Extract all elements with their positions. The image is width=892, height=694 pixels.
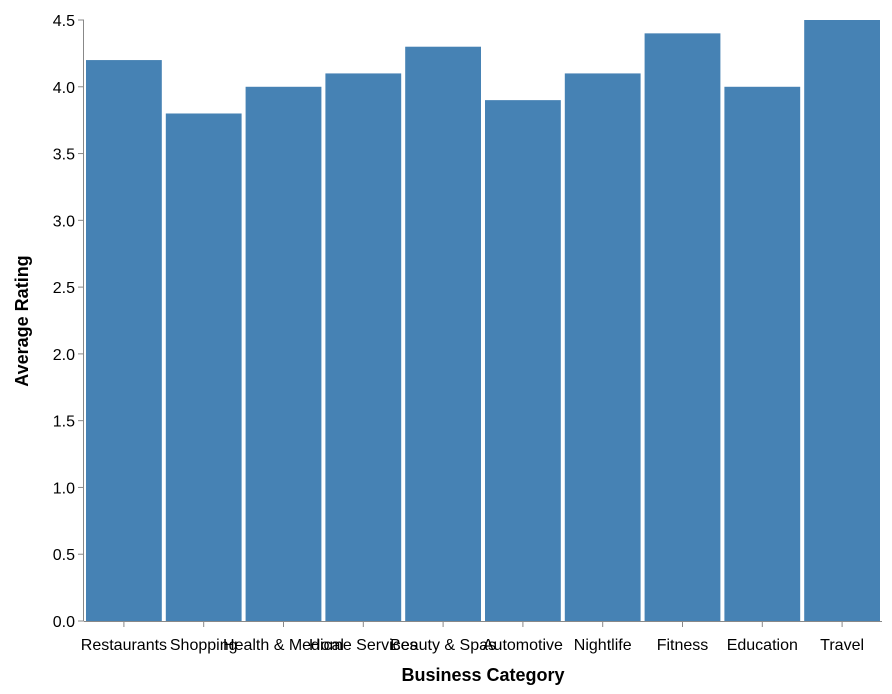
y-tick-label-5: 2.5 xyxy=(53,280,75,297)
bar-1 xyxy=(165,113,242,621)
x-tick-label-3: Home Services xyxy=(309,637,417,654)
x-tick-label-4: Beauty & Spas xyxy=(390,637,496,654)
x-tick-label-8: Education xyxy=(727,637,798,654)
bar-0 xyxy=(86,60,162,622)
y-tick-label-8: 4.0 xyxy=(53,80,75,97)
y-tick-label-1: 0.5 xyxy=(53,547,75,564)
y-axis: 0.0 0.5 1.0 1.5 2.0 2.5 3.0 3.5 4.0 4.5 xyxy=(53,13,84,631)
y-tick-label-6: 3.0 xyxy=(53,213,75,230)
y-tick-label-3: 1.5 xyxy=(53,414,75,431)
x-tick-label-5: Automotive xyxy=(483,637,563,654)
y-tick-label-0: 0.0 xyxy=(53,614,75,631)
x-tick-label-1: Shopping xyxy=(170,637,238,654)
y-tick-label-9: 4.5 xyxy=(53,13,75,30)
y-tick-label-2: 1.0 xyxy=(53,480,75,497)
bar-6 xyxy=(564,73,641,621)
x-tick-label-0: Restaurants xyxy=(81,637,167,654)
x-tick-label-2: Health & Medical xyxy=(223,637,344,654)
x-tick-label-7: Fitness xyxy=(657,637,709,654)
y-axis-title: Average Rating xyxy=(12,255,32,386)
x-axis-title: Business Category xyxy=(401,665,564,685)
bar-8 xyxy=(724,86,801,622)
bar-9 xyxy=(804,20,880,621)
bar-4 xyxy=(405,46,481,621)
bar-7 xyxy=(644,33,721,622)
bar-3 xyxy=(325,73,402,621)
bar-5 xyxy=(485,100,561,622)
bars-group xyxy=(86,20,880,622)
x-tick-label-9: Travel xyxy=(820,637,864,654)
bar-2 xyxy=(245,86,322,622)
y-tick-label-7: 3.5 xyxy=(53,147,75,164)
y-tick-label-4: 2.0 xyxy=(53,347,75,364)
x-tick-label-6: Nightlife xyxy=(574,637,632,654)
